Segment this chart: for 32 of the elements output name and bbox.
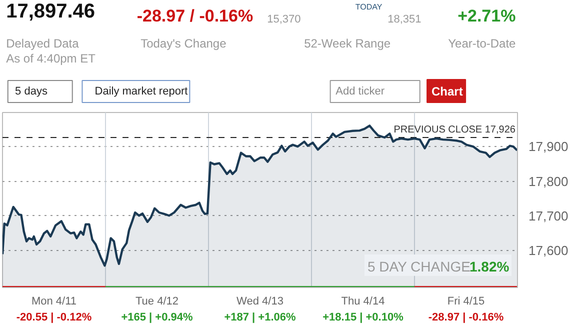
text: +18.15 | +0.10% <box>322 312 404 324</box>
text: +187 | +1.06% <box>224 312 296 324</box>
text: 17,897.46 <box>6 0 96 22</box>
x-tick-label: Wed 4/13 <box>236 296 284 308</box>
text: Today's Change <box>140 36 227 50</box>
y-tick-label: 17,900 <box>528 139 568 154</box>
text: +2.71% <box>458 6 516 26</box>
text: +165 | +0.94% <box>121 312 194 324</box>
ref-line-label: PREVIOUS CLOSE 17,926 <box>394 124 516 136</box>
text: -28.97 | -0.16% <box>428 312 504 324</box>
annotation: 5 DAY CHANGE <box>368 258 470 274</box>
text: TODAY <box>355 2 383 12</box>
y-tick-label: 17,700 <box>528 208 568 224</box>
text: 52-Week Range <box>304 36 391 50</box>
x-tick-label: Tue 4/12 <box>135 296 179 308</box>
x-tick-label: Mon 4/11 <box>31 296 77 308</box>
text: Year-to-Date <box>448 36 516 50</box>
text: Add ticker <box>336 86 385 98</box>
text: Chart <box>432 84 463 98</box>
text: Daily market report <box>94 86 188 98</box>
text: 15,370 <box>267 14 301 26</box>
text: -20.55 | -0.12% <box>16 312 92 324</box>
text: Delayed Data <box>6 36 80 50</box>
x-tick-label: Fri 4/15 <box>447 296 485 308</box>
y-tick-label: 17,600 <box>528 243 568 258</box>
annotation: 1.82% <box>470 258 510 274</box>
text: -28.97 / -0.16% <box>136 6 254 26</box>
y-tick-label: 17,800 <box>528 174 568 189</box>
text: 5 days <box>15 86 48 98</box>
text: As of 4:40pm ET <box>6 52 96 66</box>
x-tick-label: Thu 4/14 <box>341 296 385 308</box>
text: 18,351 <box>388 14 422 26</box>
